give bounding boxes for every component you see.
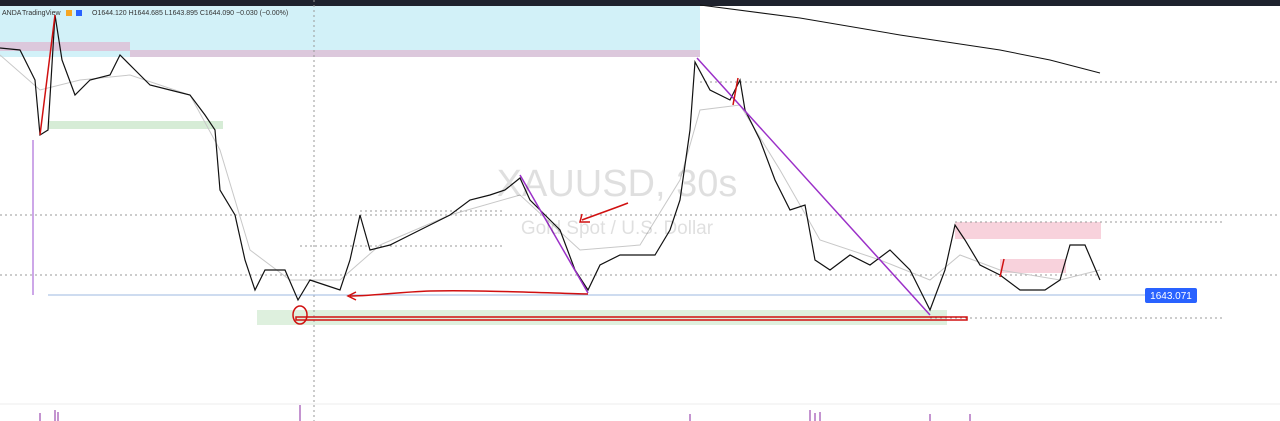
- zone-pink: [1000, 259, 1066, 273]
- zone-pink: [0, 42, 130, 51]
- price-label-box: [1145, 288, 1197, 303]
- price-label: 1643.071: [1150, 291, 1192, 302]
- top-bar: [0, 0, 1280, 6]
- status-icon: [76, 10, 82, 16]
- watermark-symbol: XAUUSD, 30s: [497, 163, 738, 205]
- annotations: [39, 14, 1005, 325]
- zone-green: [48, 121, 223, 129]
- long-average: [699, 4, 1101, 74]
- volume-bars: [39, 405, 971, 421]
- zone-pink: [955, 222, 1101, 239]
- watermark-description: Gold Spot / U.S. Dollar: [521, 218, 714, 239]
- zone-pink: [130, 50, 700, 57]
- ohlc: O1644.120 H1644.685 L1643.895 C1644.090 …: [92, 10, 288, 17]
- platform: TradingView: [22, 10, 61, 17]
- status-icon: [66, 10, 72, 16]
- source: ANDA: [2, 10, 22, 17]
- price-candles: [0, 14, 1101, 312]
- trend-lines: [519, 57, 931, 316]
